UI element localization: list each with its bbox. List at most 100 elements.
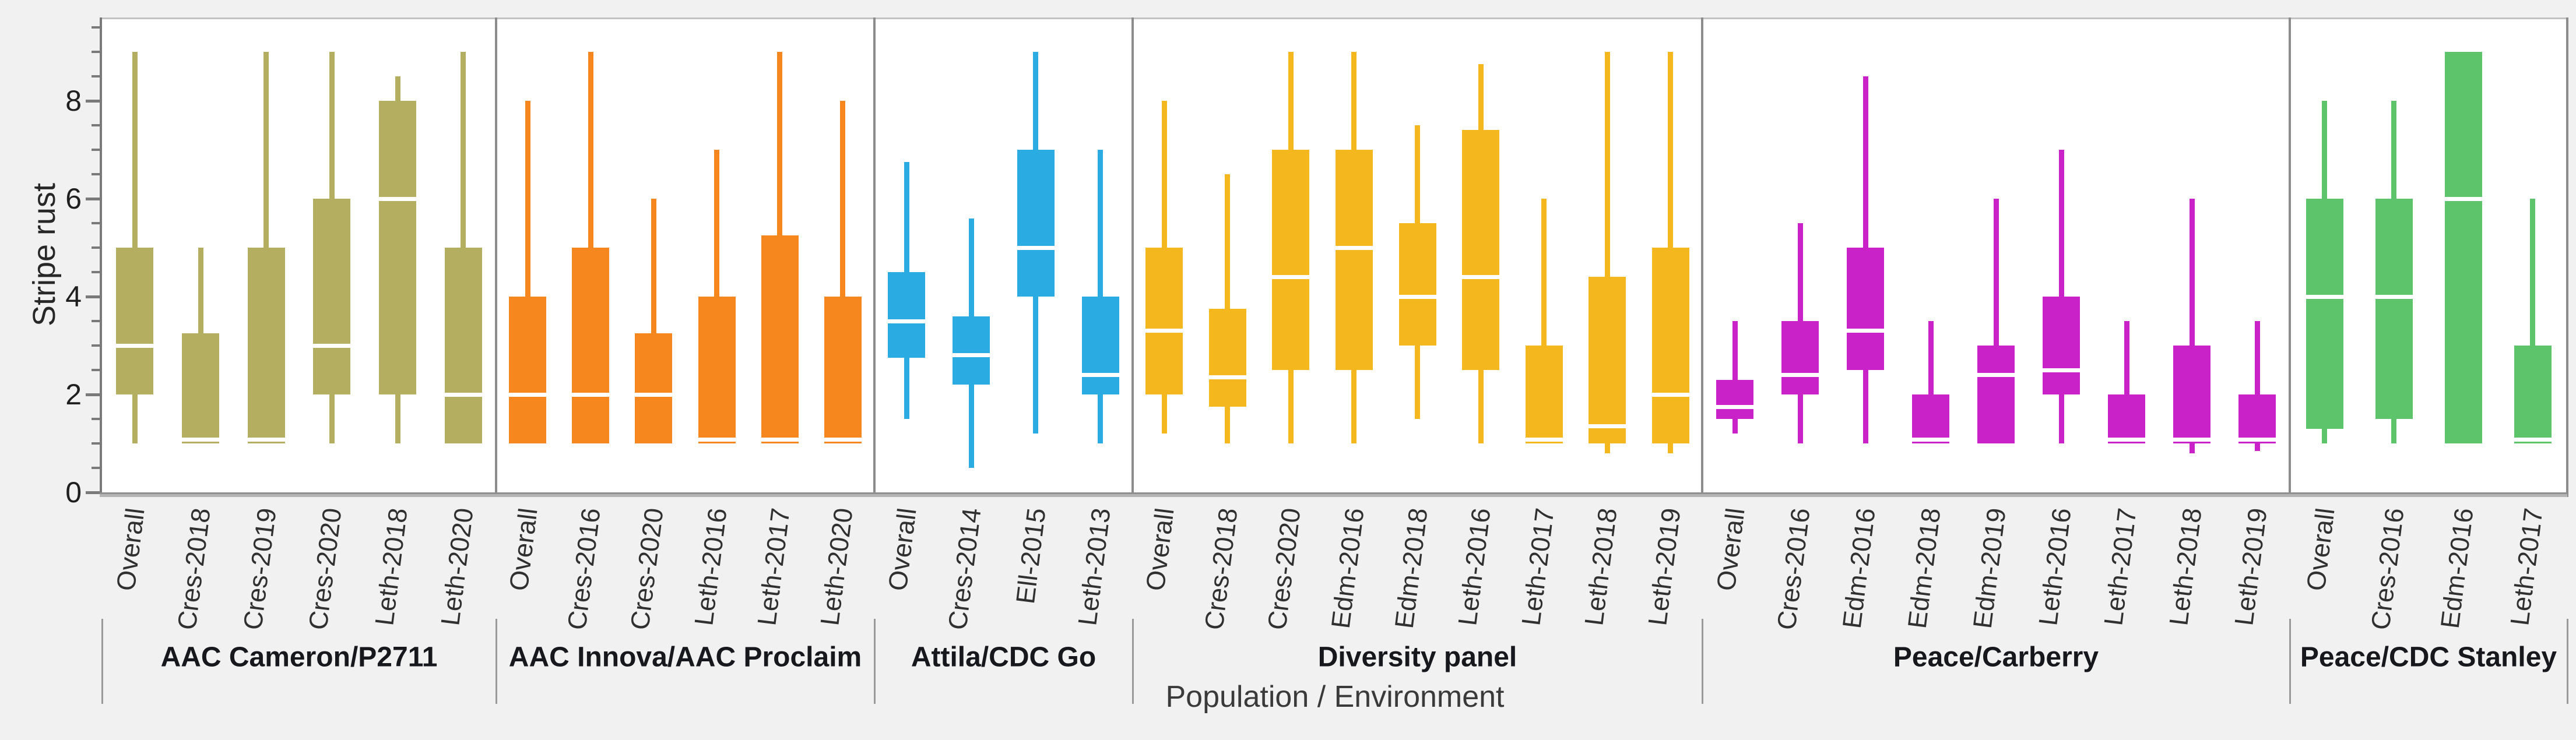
median-line (1977, 372, 2015, 377)
x-label: Edm-2016 (1836, 506, 1881, 630)
median-line (1651, 392, 1689, 397)
x-label: Edm-2019 (1967, 506, 2012, 630)
box-attila-cdc-go-overall[interactable] (888, 272, 926, 358)
y-minor-tick (92, 173, 100, 175)
median-line (2173, 437, 2210, 442)
y-minor-tick (92, 320, 100, 322)
median-line (1781, 372, 1819, 377)
box-aac-cameron-p2711-cres-2018[interactable] (182, 333, 219, 443)
box-peace-carberry-edm-2016[interactable] (1847, 248, 1884, 370)
box-attila-cdc-go-cres-2014[interactable] (953, 316, 990, 385)
panel-divider-1 (495, 17, 497, 497)
box-diversity-panel-cres-2020[interactable] (1272, 150, 1310, 370)
box-aac-innova-aac-proclaim-leth-2016[interactable] (698, 297, 736, 443)
box-peace-cdc-stanley-leth-2017[interactable] (2514, 346, 2552, 443)
box-diversity-panel-leth-2016[interactable] (1462, 130, 1500, 370)
y-minor-tick (92, 124, 100, 126)
box-peace-carberry-leth-2018[interactable] (2173, 346, 2210, 443)
box-diversity-panel-cres-2018[interactable] (1208, 309, 1246, 407)
box-aac-cameron-p2711-leth-2020[interactable] (444, 248, 482, 443)
median-line (1589, 424, 1626, 429)
median-line (1081, 372, 1119, 377)
x-label: Leth-2017 (1515, 506, 1560, 628)
box-peace-carberry-edm-2018[interactable] (1912, 394, 1949, 443)
y-major-tick (86, 491, 100, 494)
x-axis-title: Population / Environment (1165, 680, 1505, 714)
x-label: Overall (1710, 506, 1751, 593)
group-separator-0 (101, 619, 103, 704)
box-aac-innova-aac-proclaim-cres-2016[interactable] (572, 248, 610, 443)
median-line (247, 437, 285, 442)
median-line (444, 392, 482, 397)
box-peace-carberry-leth-2016[interactable] (2043, 297, 2080, 394)
box-attila-cdc-go-ell-2015[interactable] (1017, 150, 1055, 297)
group-label-4: Diversity panel (1317, 642, 1517, 673)
x-label: Cres-2018 (1199, 506, 1243, 632)
x-label: Leth-2016 (688, 506, 733, 628)
median-line (2514, 437, 2552, 442)
x-label: Cres-2020 (624, 506, 670, 632)
box-aac-innova-aac-proclaim-cres-2020[interactable] (635, 333, 673, 443)
panel-divider-3 (1131, 17, 1134, 497)
box-aac-innova-aac-proclaim-leth-2020[interactable] (824, 297, 862, 443)
x-label: Leth-2019 (1642, 506, 1686, 628)
box-peace-cdc-stanley-edm-2016[interactable] (2444, 52, 2482, 443)
median-line (116, 343, 154, 348)
y-major-tick (86, 198, 100, 200)
x-label: Leth-2017 (2098, 506, 2142, 628)
median-line (1462, 274, 1500, 279)
box-diversity-panel-edm-2018[interactable] (1398, 223, 1436, 346)
whisker (2530, 199, 2535, 443)
x-label: Edm-2016 (1325, 506, 1370, 630)
box-attila-cdc-go-leth-2013[interactable] (1081, 297, 1119, 394)
x-label: Leth-2020 (434, 506, 479, 628)
x-label: Cres-2016 (2364, 506, 2410, 632)
x-label: Cres-2018 (171, 506, 216, 632)
box-diversity-panel-leth-2019[interactable] (1651, 248, 1689, 443)
box-diversity-panel-overall[interactable] (1145, 248, 1183, 394)
panel-divider-2 (873, 17, 876, 497)
box-peace-carberry-leth-2017[interactable] (2108, 394, 2145, 443)
x-label: Leth-2019 (2229, 506, 2273, 628)
box-aac-innova-aac-proclaim-overall[interactable] (509, 297, 547, 443)
x-label: Cres-2016 (561, 506, 606, 632)
box-peace-cdc-stanley-overall[interactable] (2306, 199, 2343, 429)
y-minor-tick (92, 149, 100, 151)
box-aac-cameron-p2711-overall[interactable] (116, 248, 154, 394)
box-diversity-panel-leth-2018[interactable] (1589, 277, 1626, 443)
box-peace-cdc-stanley-cres-2016[interactable] (2375, 199, 2413, 419)
y-minor-tick (92, 26, 100, 29)
x-label: Edm-2018 (1902, 506, 1946, 630)
median-line (2444, 196, 2482, 201)
x-label: Cres-2020 (303, 506, 347, 632)
x-label: Edm-2016 (2434, 506, 2479, 630)
y-axis-line (100, 17, 102, 492)
box-aac-cameron-p2711-leth-2018[interactable] (379, 101, 416, 394)
y-minor-tick (92, 75, 100, 77)
y-tick-label: 2 (65, 378, 82, 411)
box-diversity-panel-edm-2016[interactable] (1335, 150, 1373, 370)
box-diversity-panel-leth-2017[interactable] (1525, 346, 1563, 443)
box-aac-cameron-p2711-cres-2020[interactable] (313, 199, 351, 394)
x-label: Cres-2016 (1771, 506, 1816, 632)
median-line (509, 392, 547, 397)
box-peace-carberry-overall[interactable] (1716, 379, 1753, 419)
median-line (572, 392, 610, 397)
box-peace-carberry-cres-2016[interactable] (1781, 321, 1819, 394)
median-line (2238, 437, 2276, 442)
y-minor-tick (92, 271, 100, 273)
panel-bg-2 (496, 17, 874, 492)
group-separator-4 (1702, 619, 1703, 704)
whisker (2124, 321, 2129, 443)
median-line (635, 392, 673, 397)
box-aac-cameron-p2711-cres-2019[interactable] (247, 248, 285, 443)
whisker (525, 101, 530, 443)
x-label: Overall (503, 506, 543, 593)
box-aac-innova-aac-proclaim-leth-2017[interactable] (761, 235, 799, 443)
x-label: Cres-2014 (942, 506, 987, 632)
box-peace-carberry-edm-2019[interactable] (1977, 346, 2015, 443)
group-separator-3 (1132, 619, 1134, 704)
box-peace-carberry-leth-2019[interactable] (2238, 394, 2276, 443)
median-line (1335, 245, 1373, 250)
panel-divider-4 (1701, 17, 1703, 497)
